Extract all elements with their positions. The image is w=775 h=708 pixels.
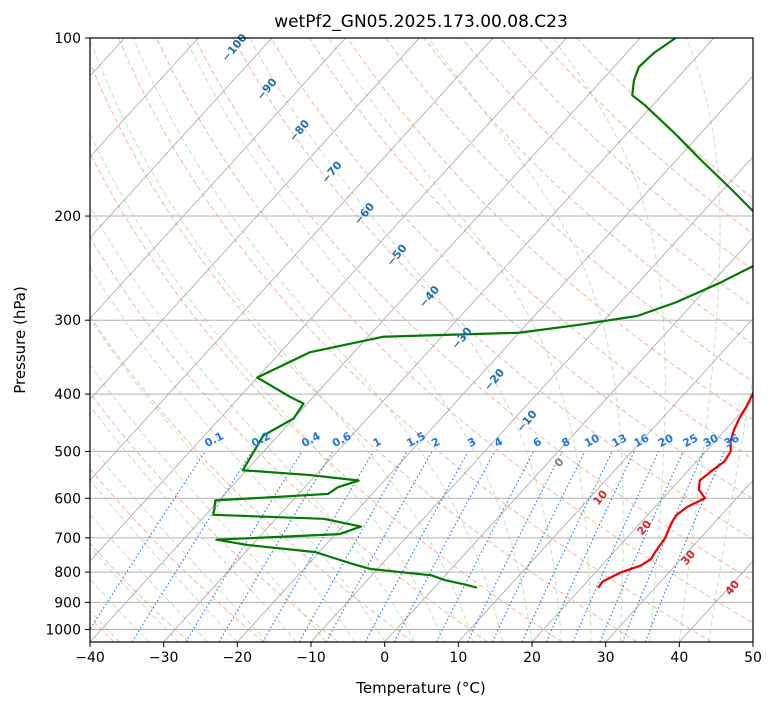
moist-adiabat [90,266,386,642]
x-tick-label: 0 [380,650,389,666]
y-tick-label: 300 [54,313,81,329]
dry-adiabat [194,38,753,582]
grid-layer [90,38,753,642]
y-tick-label: 400 [54,387,81,403]
x-axis-title: Temperature (°C) [355,679,485,697]
dewpoint-trace [212,38,753,589]
moist-adiabat [185,38,533,642]
isotherm-line [90,38,199,158]
moist-adiabat [90,363,327,642]
plot-frame [89,37,754,643]
dry-adiabat [270,38,753,500]
mixing-ratio-line [325,451,433,642]
dry-adiabat [117,38,712,642]
dry-adiabat [156,38,753,624]
moist-adiabat [249,38,562,642]
isotherm-line [605,479,753,642]
mixing-ratio-label: 30 [701,431,721,450]
dry-adiabat [90,152,563,642]
y-tick-label: 800 [54,565,81,581]
dry-adiabat [308,38,753,460]
isotherm-line [90,38,567,562]
moist-adiabat [132,38,504,642]
isotherm-line [310,156,753,642]
moist-adiabat [90,443,268,642]
mixing-ratio-line [644,451,726,642]
mixing-ratio-label: 10 [582,431,602,450]
y-tick-label: 700 [54,531,81,547]
mixing-ratio-line [364,451,469,642]
mixing-ratio-line [621,451,705,642]
x-tick-label: 40 [670,650,688,666]
mixing-ratio-label: 36 [722,431,742,450]
moist-adiabat [90,205,415,642]
isotherm-line [237,75,753,642]
moist-adiabat [90,132,445,642]
isotherm-line [163,38,715,642]
isotherm-line [384,237,753,642]
isotherm-line [90,38,346,320]
y-tick-label: 600 [54,491,81,507]
y-tick-label: 100 [54,31,81,47]
mixing-ratio-label: 20 [656,431,676,450]
tick-layer: −40 −30 −20 −10 0 10 20 30 40 50 100 200 300 400 500 60… [45,31,762,666]
dry-adiabat [385,38,753,383]
mixing-ratio-line [298,451,408,642]
y-tick-label: 200 [54,209,81,225]
x-tick-label: 10 [449,650,467,666]
moist-adiabat [90,38,474,642]
chart-title: wetPf2_GN05.2025.173.00.08.C23 [274,12,568,32]
moist-adiabat [328,38,592,642]
y-tick-label: 900 [54,595,81,611]
dry-adiabat [90,61,638,642]
isotherm-line [90,38,420,401]
isotherm-line [458,317,753,642]
mixing-ratio-line [599,451,684,642]
x-tick-label: −30 [149,650,179,666]
x-tick-label: −20 [223,650,253,666]
moist-adiabat [90,317,356,642]
x-tick-label: 50 [744,650,762,666]
moist-adiabat [428,38,624,642]
isotherm-line [531,398,753,642]
mixing-ratio-label: 25 [681,431,701,450]
mixing-ratio-line [90,451,206,631]
x-tick-label: 30 [597,650,615,666]
mixing-ratio-line [572,451,660,642]
x-tick-label: −40 [75,650,105,666]
mixing-ratio-label: 13 [610,431,630,450]
y-axis-title: Pressure (hPa) [11,286,29,394]
series-layer [212,38,753,589]
mixing-ratio-label: 16 [632,431,652,450]
mixing-ratio-line [185,451,303,642]
mixing-ratio-line [467,451,563,642]
isotherm-line [90,38,273,239]
isotherm-line [90,38,494,481]
x-tick-label: −10 [296,650,326,666]
temperature-trace [597,391,753,589]
x-tick-label: 20 [523,650,541,666]
mixing-ratio-line [435,451,535,642]
y-tick-label: 500 [54,444,81,460]
moist-adiabat [90,405,297,642]
dry-adiabat [423,38,753,345]
moist-adiabat [552,38,666,642]
y-tick-label: 1000 [45,622,81,638]
